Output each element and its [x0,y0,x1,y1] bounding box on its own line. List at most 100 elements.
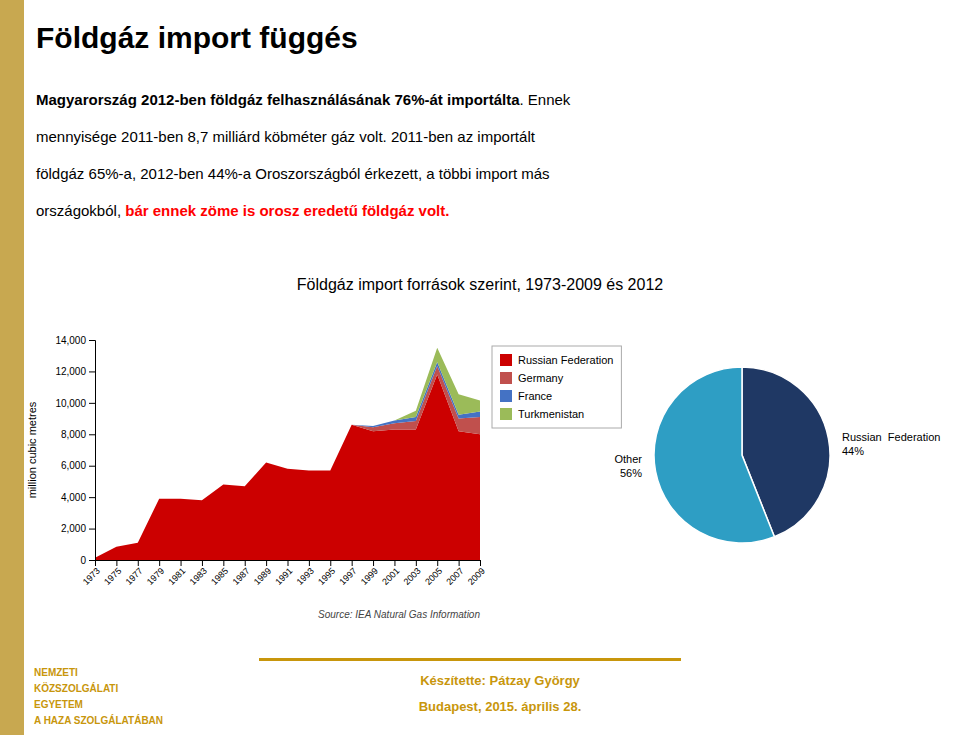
x-tick: 1985 [209,560,230,587]
footer-left-line: NEMZETI [34,667,78,678]
legend-label: Russian Federation [518,354,613,366]
subtitle-segment: bár ennek zöme is orosz eredetű földgáz … [125,202,449,219]
subtitle-line: országokból, bár ennek zöme is orosz ere… [36,202,449,219]
x-tick-mark [352,560,353,566]
x-tick-mark [394,560,395,566]
y-tick-mark [89,434,95,435]
subtitle-line: Magyarország 2012-ben földgáz felhasznál… [36,91,571,108]
x-tick: 1989 [252,560,273,587]
x-tick-mark [266,560,267,566]
x-tick-mark [373,560,374,566]
x-tick-mark [159,560,160,566]
x-axis: 1973197519771979198119831985198719891991… [81,560,487,587]
x-tick: 1983 [188,560,209,587]
legend-swatch [500,408,512,420]
legend: Russian Federation Germany France Turkmenis… [492,346,621,428]
legend-item: Turkmenistan [500,408,584,420]
y-tick: 4,000 [61,492,95,503]
x-tick-label: 1991 [273,566,294,587]
legend-swatch [500,372,512,384]
x-tick-mark [459,560,460,566]
footer-left-line: EGYETEM [34,699,83,710]
x-tick-mark [480,560,481,566]
x-tick-label: 2001 [380,566,401,587]
legend-label: Turkmenistan [518,408,584,420]
pie-value-label: 44% [842,445,864,457]
y-tick-label: 2,000 [61,523,86,534]
y-tick-label: 0 [80,555,86,566]
y-tick: 12,000 [55,366,95,377]
x-tick: 2009 [466,560,487,587]
left-border [0,0,24,735]
legend-frame [492,346,621,428]
subtitle-segment: földgáz 65%-a, 2012-ben 44%-a Oroszorszá… [36,165,550,182]
x-tick-label: 2005 [423,566,444,587]
x-tick-label: 1983 [188,566,209,587]
subtitle-line: mennyisége 2011-ben 8,7 milliárd köbméte… [36,128,536,145]
legend-swatch [500,390,512,402]
y-axis: 02,0004,0006,0008,00010,00012,00014,000 [55,335,95,566]
y-tick-mark [89,340,95,341]
y-tick-mark [89,497,95,498]
x-tick-label: 1989 [252,566,273,587]
y-tick: 10,000 [55,398,95,409]
pie-label: Russian Federation [842,431,940,443]
source: Source: IEA Natural Gas Information [318,609,480,620]
legend-item: Russian Federation [500,354,613,366]
x-tick-label: 2007 [444,566,465,587]
x-tick: 1979 [145,560,166,587]
x-tick: 1999 [359,560,380,587]
subtitle-segment: . Ennek [520,91,571,108]
x-tick-label: 1985 [209,566,230,587]
x-tick-label: 1975 [102,566,123,587]
x-tick-mark [138,560,139,566]
area-chart: 1973197519771979198119831985198719891991… [26,335,621,587]
y-tick: 14,000 [55,335,95,346]
legend-swatch [500,354,512,366]
x-tick-label: 1987 [230,566,251,587]
x-tick-label: 1993 [295,566,316,587]
x-tick: 2005 [423,560,444,587]
x-tick: 1981 [166,560,187,587]
x-tick: 1977 [124,560,145,587]
footer-right-line: Készítette: Pátzay György [420,673,580,688]
legend-item: France [500,390,552,402]
area [95,362,480,558]
y-tick-mark [89,403,95,404]
footer-left-line: A HAZA SZOLGÁLATÁBAN [34,714,163,726]
y-tick-mark [89,371,95,372]
y-tick-mark [89,466,95,467]
x-tick-label: 1981 [166,566,187,587]
footer-right-line: Budapest, 2015. április 28. [419,699,582,714]
y-tick-label: 14,000 [55,335,86,346]
x-tick-mark [330,560,331,566]
x-tick: 1993 [295,560,316,587]
x-tick-label: 1973 [81,566,102,587]
x-tick-mark [309,560,310,566]
x-tick-label: 1979 [145,566,166,587]
pie-chart: Russian Federation44%Other56% [614,367,940,543]
pie-value-label: 56% [620,467,642,479]
page: Földgáz import függés Magyarország 2012-b… [0,0,959,735]
footer-separator [259,658,681,661]
title: Földgáz import függés [36,21,358,54]
x-tick-label: 1997 [337,566,358,587]
x-tick: 1987 [230,560,251,587]
x-tick-mark [202,560,203,566]
subtitle-line: földgáz 65%-a, 2012-ben 44%-a Oroszorszá… [36,165,550,182]
y-axis-title: million cubic metres [26,401,38,498]
x-tick-label: 1995 [316,566,337,587]
pie-slice [654,367,774,543]
x-tick-mark [416,560,417,566]
x-axis-line [96,561,481,567]
charts-title: Földgáz import források szerint, 1973-20… [297,276,664,293]
footer-left-line: KÖZSZOLGÁLATI [34,682,118,694]
x-tick-mark [245,560,246,566]
x-tick-mark [288,560,289,566]
x-tick-mark [223,560,224,566]
x-tick: 1995 [316,560,337,587]
y-tick-label: 12,000 [55,366,86,377]
x-tick-mark [437,560,438,566]
legend-item: Germany [500,372,564,384]
legend-label: Germany [518,372,564,384]
